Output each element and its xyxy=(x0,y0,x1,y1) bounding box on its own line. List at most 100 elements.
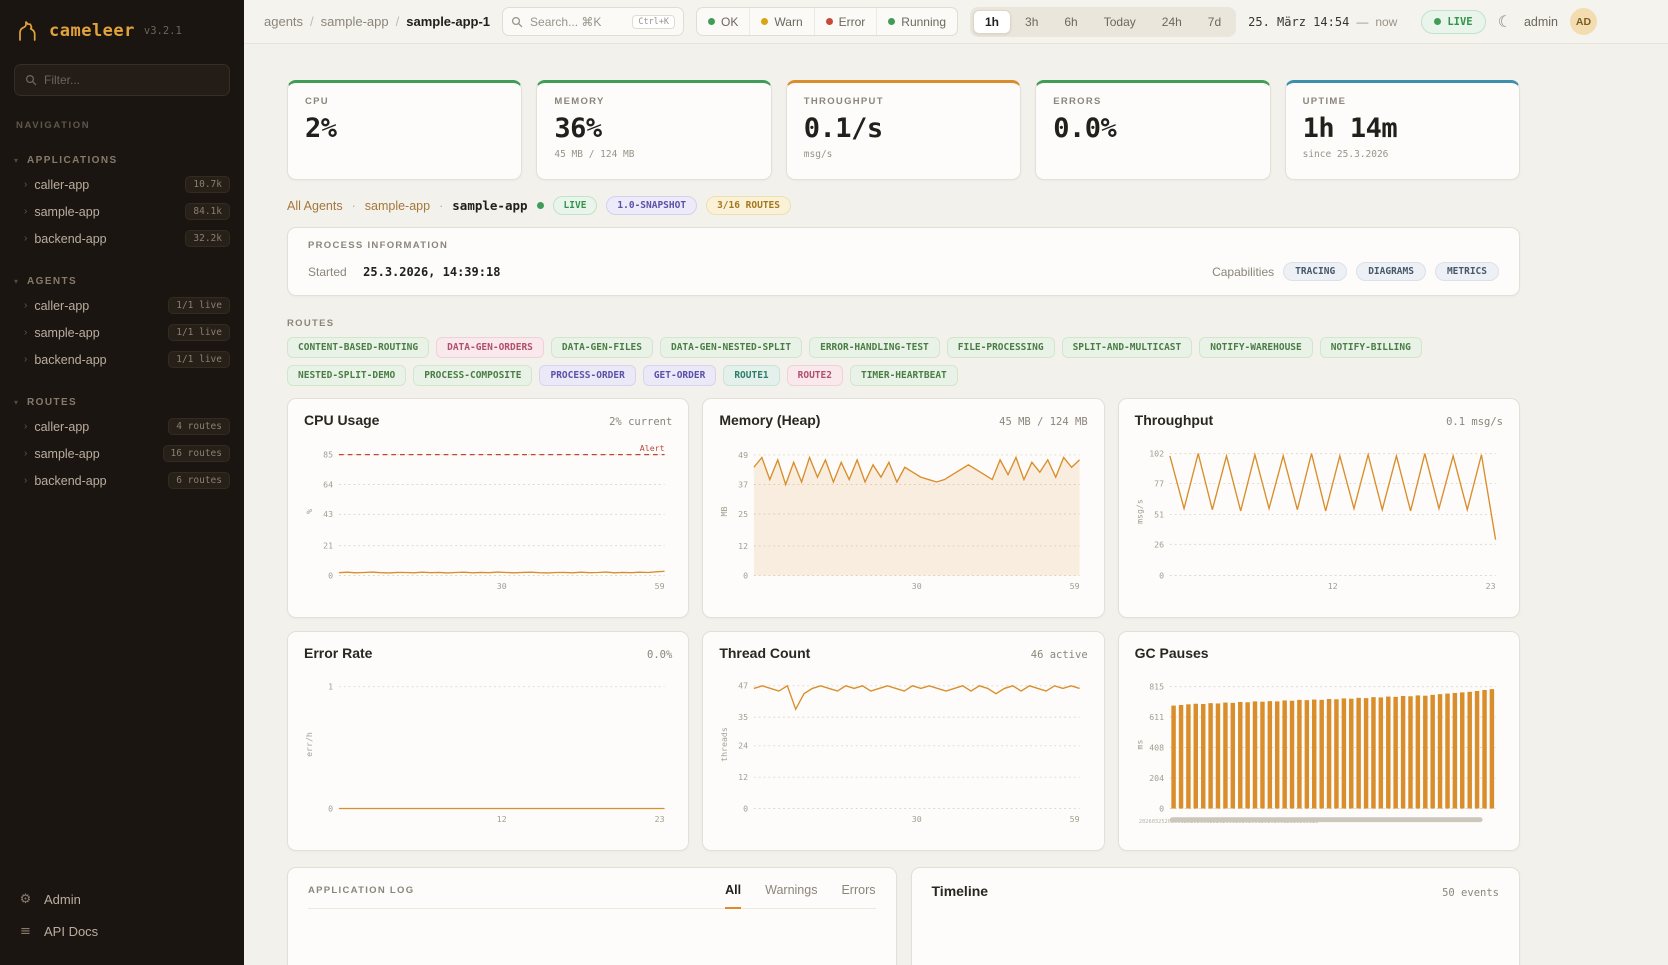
time-range-today[interactable]: Today xyxy=(1092,10,1148,34)
breadcrumb-separator: / xyxy=(395,14,400,29)
sidebar-api-docs-link[interactable]: ≡ API Docs xyxy=(18,917,226,945)
svg-text:MB: MB xyxy=(719,507,729,517)
sidebar-section-header[interactable]: ▾ ROUTES xyxy=(0,391,244,413)
sidebar-item-sample-app[interactable]: › sample-app 1/1 live xyxy=(0,319,244,346)
route-chip-data-gen-files[interactable]: DATA-GEN-FILES xyxy=(550,337,653,358)
route-chip-content-based-routing[interactable]: CONTENT-BASED-ROUTING xyxy=(287,337,430,358)
metric-label: MEMORY xyxy=(554,96,605,107)
route-chip-split-and-multicast[interactable]: SPLIT-AND-MULTICAST xyxy=(1061,337,1193,358)
sidebar-item-sample-app[interactable]: › sample-app 16 routes xyxy=(0,440,244,467)
route-chip-process-order[interactable]: PROCESS-ORDER xyxy=(539,365,636,386)
svg-text:59: 59 xyxy=(655,581,665,591)
sidebar-item-backend-app[interactable]: › backend-app 6 routes xyxy=(0,467,244,494)
sidebar-item-backend-app[interactable]: › backend-app 1/1 live xyxy=(0,346,244,373)
user-avatar[interactable]: AD xyxy=(1570,8,1598,35)
agent-crumb-sample-app[interactable]: sample-app xyxy=(364,198,431,213)
svg-text:49: 49 xyxy=(739,450,749,460)
log-tab-warnings[interactable]: Warnings xyxy=(765,883,818,897)
sidebar: cameleer v3.2.1 NAVIGATION ▾ APPLICATIONS… xyxy=(0,0,244,965)
svg-text:30: 30 xyxy=(912,814,922,824)
time-range-7d[interactable]: 7d xyxy=(1196,10,1233,34)
route-chip-notify-billing[interactable]: NOTIFY-BILLING xyxy=(1319,337,1422,358)
sidebar-section-header[interactable]: ▾ AGENTS xyxy=(0,270,244,292)
sidebar-item-badge: 10.7k xyxy=(185,176,230,193)
status-filter-warn[interactable]: Warn xyxy=(749,8,813,35)
sidebar-item-backend-app[interactable]: › backend-app 32.2k xyxy=(0,225,244,252)
sidebar-item-caller-app[interactable]: › caller-app 4 routes xyxy=(0,413,244,440)
section-label: AGENTS xyxy=(27,275,78,287)
datetime-value: 25. März 14:54 xyxy=(1248,14,1350,29)
process-info-panel: PROCESS INFORMATION Started 25.3.2026, 1… xyxy=(287,227,1520,296)
sidebar-item-label: backend-app xyxy=(34,473,107,488)
svg-text:23: 23 xyxy=(655,814,665,824)
sidebar-section-applications: ▾ APPLICATIONS › caller-app 10.7k › sample-app… xyxy=(0,149,244,252)
route-chip-data-gen-nested-split[interactable]: DATA-GEN-NESTED-SPLIT xyxy=(659,337,803,358)
route-chip-notify-warehouse[interactable]: NOTIFY-WAREHOUSE xyxy=(1199,337,1313,358)
route-chip-nested-split-demo[interactable]: NESTED-SPLIT-DEMO xyxy=(287,365,407,386)
log-tab-errors[interactable]: Errors xyxy=(841,883,876,897)
route-chip-error-handling-test[interactable]: ERROR-HANDLING-TEST xyxy=(809,337,940,358)
agent-crumb-sample-app: sample-app xyxy=(452,198,528,213)
chart-current-value: 0.1 msg/s xyxy=(1446,416,1503,428)
live-label: LIVE xyxy=(1447,15,1473,28)
breadcrumb-agents[interactable]: agents xyxy=(264,14,304,29)
sidebar-item-sample-app[interactable]: › sample-app 84.1k xyxy=(0,198,244,225)
chart-header: Thread Count 46 active xyxy=(719,645,1087,661)
time-window-label[interactable]: 25. März 14:54 — now xyxy=(1248,15,1397,29)
app-logo[interactable]: cameleer v3.2.1 xyxy=(0,14,244,48)
svg-text:%: % xyxy=(304,509,314,514)
route-chip-data-gen-orders[interactable]: DATA-GEN-ORDERS xyxy=(436,337,544,358)
route-chip-route1[interactable]: ROUTE1 xyxy=(723,365,780,386)
sidebar-admin-link[interactable]: ⚙ Admin xyxy=(18,885,226,913)
log-tab-all[interactable]: All xyxy=(725,883,742,909)
sidebar-item-badge: 1/1 live xyxy=(168,324,230,341)
sidebar-item-label: caller-app xyxy=(34,298,90,313)
capabilities-label: Capabilities xyxy=(1212,264,1275,279)
sidebar-item-caller-app[interactable]: › caller-app 10.7k xyxy=(0,171,244,198)
time-range-24h[interactable]: 24h xyxy=(1150,10,1194,34)
breadcrumb-sample-app[interactable]: sample-app xyxy=(320,14,389,29)
status-filter-ok[interactable]: OK xyxy=(697,8,749,35)
sidebar-filter[interactable] xyxy=(14,64,230,96)
status-filter-error[interactable]: Error xyxy=(813,8,877,35)
chart-card-cpu-usage: CPU Usage 2% current 0 21 43 64 85% 30 59 Alert xyxy=(287,398,690,618)
svg-text:0: 0 xyxy=(743,803,748,813)
sidebar-item-caller-app[interactable]: › caller-app 1/1 live xyxy=(0,292,244,319)
status-filter-label: Running xyxy=(901,14,946,29)
route-chip-process-composite[interactable]: PROCESS-COMPOSITE xyxy=(413,365,533,386)
route-chip-file-processing[interactable]: FILE-PROCESSING xyxy=(946,337,1055,358)
capability-chip-diagrams: DIAGRAMS xyxy=(1356,262,1426,281)
agent-crumb-all-agents[interactable]: All Agents xyxy=(287,198,343,213)
chevron-right-icon: › xyxy=(24,327,28,338)
chart-header: Throughput 0.1 msg/s xyxy=(1135,412,1503,428)
live-indicator[interactable]: LIVE xyxy=(1421,9,1486,34)
svg-text:24: 24 xyxy=(739,741,749,751)
route-chip-get-order[interactable]: GET-ORDER xyxy=(642,365,717,386)
status-filter-running[interactable]: Running xyxy=(876,8,957,35)
route-chip-timer-heartbeat[interactable]: TIMER-HEARTBEAT xyxy=(849,365,958,386)
breadcrumb-separator: / xyxy=(310,14,314,29)
global-search[interactable]: Search... ⌘K Ctrl+K xyxy=(502,7,685,36)
sidebar-item-label: sample-app xyxy=(34,325,100,340)
metric-label: UPTIME xyxy=(1302,96,1347,107)
chart-card-error-rate: Error Rate 0.0% 0 1 err/h 12 23 xyxy=(287,631,690,851)
metric-label: CPU xyxy=(305,96,329,107)
time-range-1h[interactable]: 1h xyxy=(973,9,1012,34)
filter-input[interactable] xyxy=(44,73,219,87)
time-range-6h[interactable]: 6h xyxy=(1052,10,1089,34)
app-version: v3.2.1 xyxy=(143,25,182,37)
sidebar-item-label: backend-app xyxy=(34,352,107,367)
route-chip-route2[interactable]: ROUTE2 xyxy=(786,365,843,386)
chevron-right-icon: › xyxy=(24,475,28,486)
chevron-right-icon: › xyxy=(24,179,28,190)
metric-value: 2% xyxy=(305,113,337,144)
sidebar-footer: ⚙ Admin ≡ API Docs xyxy=(0,885,244,945)
chart-plot-error-rate: 0 1 err/h 12 23 xyxy=(304,682,665,824)
theme-toggle-moon-icon[interactable]: ☾ xyxy=(1497,12,1512,31)
svg-text:23: 23 xyxy=(1485,581,1495,591)
sidebar-section-header[interactable]: ▾ APPLICATIONS xyxy=(0,149,244,171)
svg-text:30: 30 xyxy=(497,581,507,591)
svg-text:37: 37 xyxy=(739,479,749,489)
time-range-3h[interactable]: 3h xyxy=(1013,10,1050,34)
